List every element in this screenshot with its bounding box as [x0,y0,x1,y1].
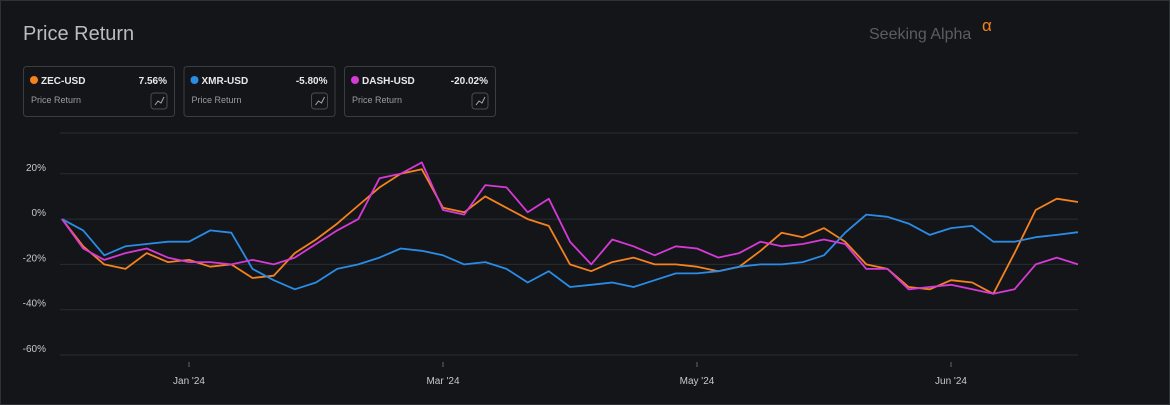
y-tick-label: -20% [23,253,46,264]
card-subtitle: Price Return [352,95,402,105]
legend-card: DASH-USD -20.02% Price Return [344,66,496,117]
card-subtitle: Price Return [31,95,81,105]
x-tick-label: Jun '24 [935,376,967,387]
legend-name: DASH-USD [362,76,415,87]
chart-title: Price Return [23,23,134,45]
legend-return: -20.02% [451,76,488,87]
x-tick-label: Mar '24 [426,376,459,387]
series-line [61,161,1079,295]
legend-swatch [351,76,359,84]
brand: Seeking Alpha [869,26,971,43]
legend-swatch [190,76,199,84]
card-box [23,66,175,117]
legend-name: ZEC-USD [41,76,85,87]
series-line [61,213,1079,291]
legend-card: ZEC-USD 7.56% Price Return [23,66,175,117]
y-tick-label: 20% [26,163,46,174]
x-tick-label: Jan '24 [173,376,205,387]
legend-return: 7.56% [139,76,167,87]
legend-card: XMR-USD -5.80% Price Return [183,66,336,117]
y-tick-label: -60% [23,344,46,355]
brand-mark: α [982,16,992,35]
card-icon [471,92,489,110]
legend-swatch [30,76,38,84]
card-box [183,66,336,117]
card-icon [311,92,328,110]
card-icon-glyph [475,96,486,106]
legend-return: -5.80% [296,76,328,87]
card-subtitle: Price Return [192,95,242,105]
legend-name: XMR-USD [202,76,249,87]
card-box [344,66,496,117]
card-icon-glyph [315,96,325,106]
y-tick-label: -40% [23,299,46,310]
y-tick-label: 0% [32,208,47,219]
card-icon [150,92,168,110]
x-tick-label: May '24 [680,376,715,387]
card-icon-glyph [154,96,165,106]
